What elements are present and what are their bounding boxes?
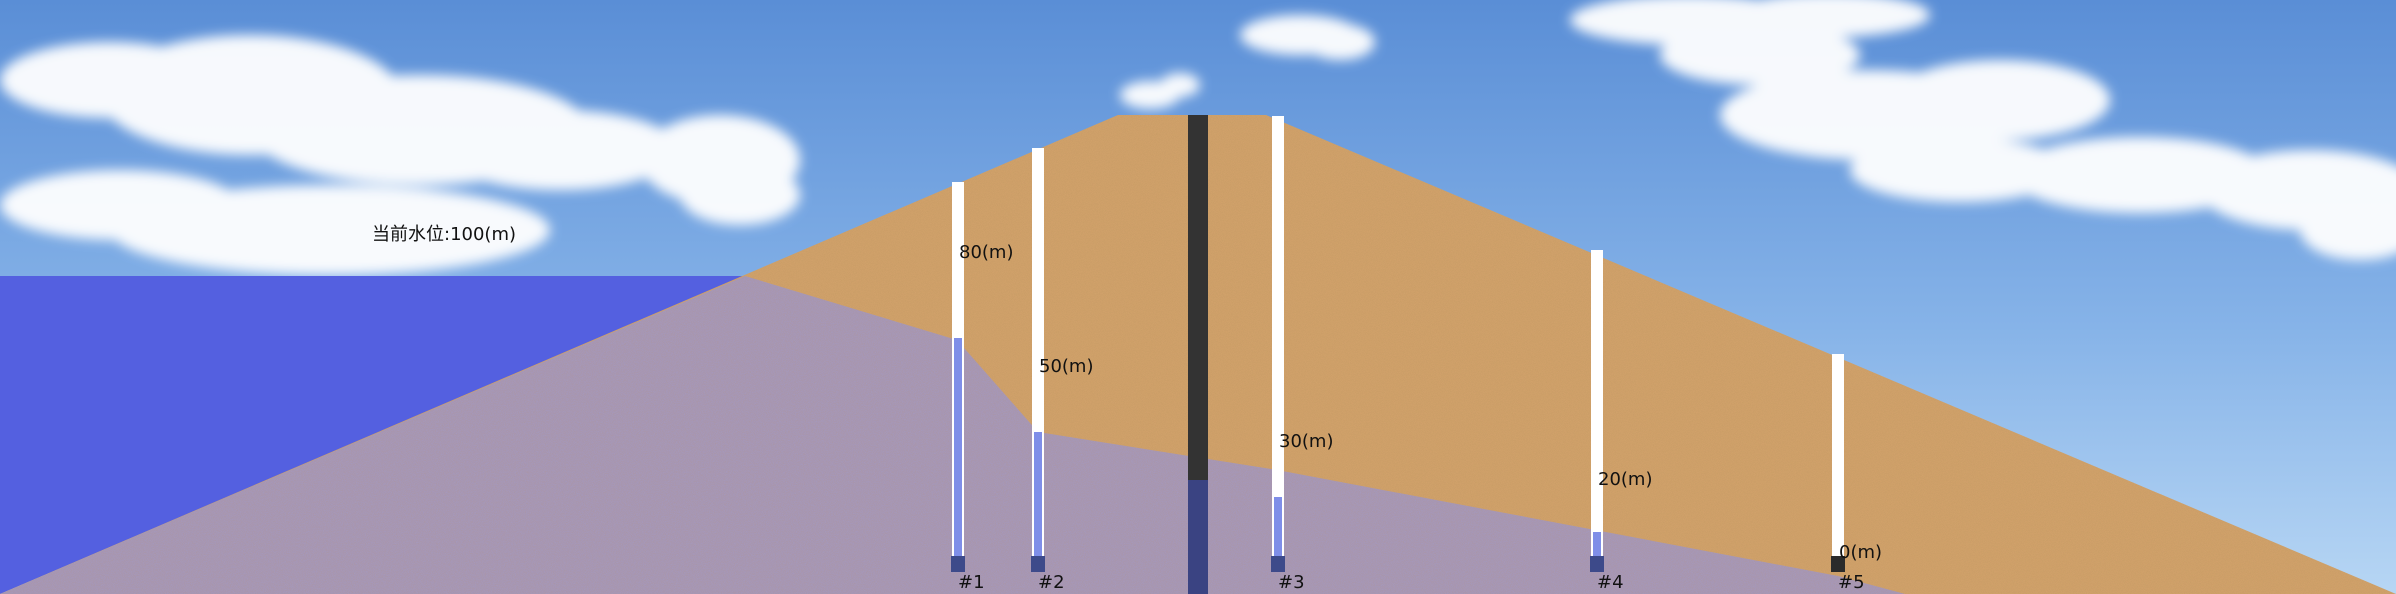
piezometer-id: #3	[1278, 572, 1305, 593]
piezometer-2: 50(m) #2	[1031, 148, 1093, 593]
piezometer-tube	[1272, 116, 1284, 566]
piezometer-5: 0(m) #5	[1831, 354, 1882, 593]
piezometer-3: 30(m) #3	[1271, 116, 1333, 593]
piezometer-reading: 30(m)	[1279, 431, 1333, 452]
piezometer-sensor	[1590, 556, 1604, 572]
piezometer-reading: 80(m)	[959, 242, 1013, 263]
piezometer-reading: 50(m)	[1039, 356, 1093, 377]
piezometer-1: 80(m) #1	[951, 182, 1013, 593]
cloud-right	[1570, 0, 2396, 260]
piezometer-id: #1	[958, 572, 985, 593]
piezometer-sensor	[1031, 556, 1045, 572]
piezometer-water-column	[1274, 497, 1282, 566]
piezometer-id: #5	[1838, 572, 1865, 593]
piezometer-water-column	[954, 338, 962, 566]
piezometer-water-column	[1593, 532, 1601, 566]
piezometer-group: 80(m) #1 50(m) #2 30(m) #3 20(m) #4 0(m) #5	[951, 116, 1882, 593]
water-level-label: 当前水位:100(m)	[372, 224, 516, 245]
piezometer-tube	[1832, 354, 1844, 566]
piezometer-water-column	[1034, 432, 1042, 566]
piezometer-sensor	[1271, 556, 1285, 572]
piezometer-reading: 20(m)	[1598, 469, 1652, 490]
piezometer-reading: 0(m)	[1839, 542, 1882, 563]
cloud-wisp	[1120, 73, 1200, 109]
cloud-left	[0, 35, 800, 275]
piezometer-id: #2	[1038, 572, 1065, 593]
core-wall	[1188, 115, 1208, 594]
clouds	[0, 0, 2396, 275]
core-wall-submerged	[1188, 480, 1208, 594]
cloud-small-top	[1240, 15, 1375, 60]
piezometer-id: #4	[1597, 572, 1624, 593]
piezometer-tube	[1591, 250, 1603, 566]
piezometer-sensor	[1831, 556, 1845, 572]
piezometer-sensor	[951, 556, 965, 572]
piezometer-4: 20(m) #4	[1590, 250, 1652, 593]
